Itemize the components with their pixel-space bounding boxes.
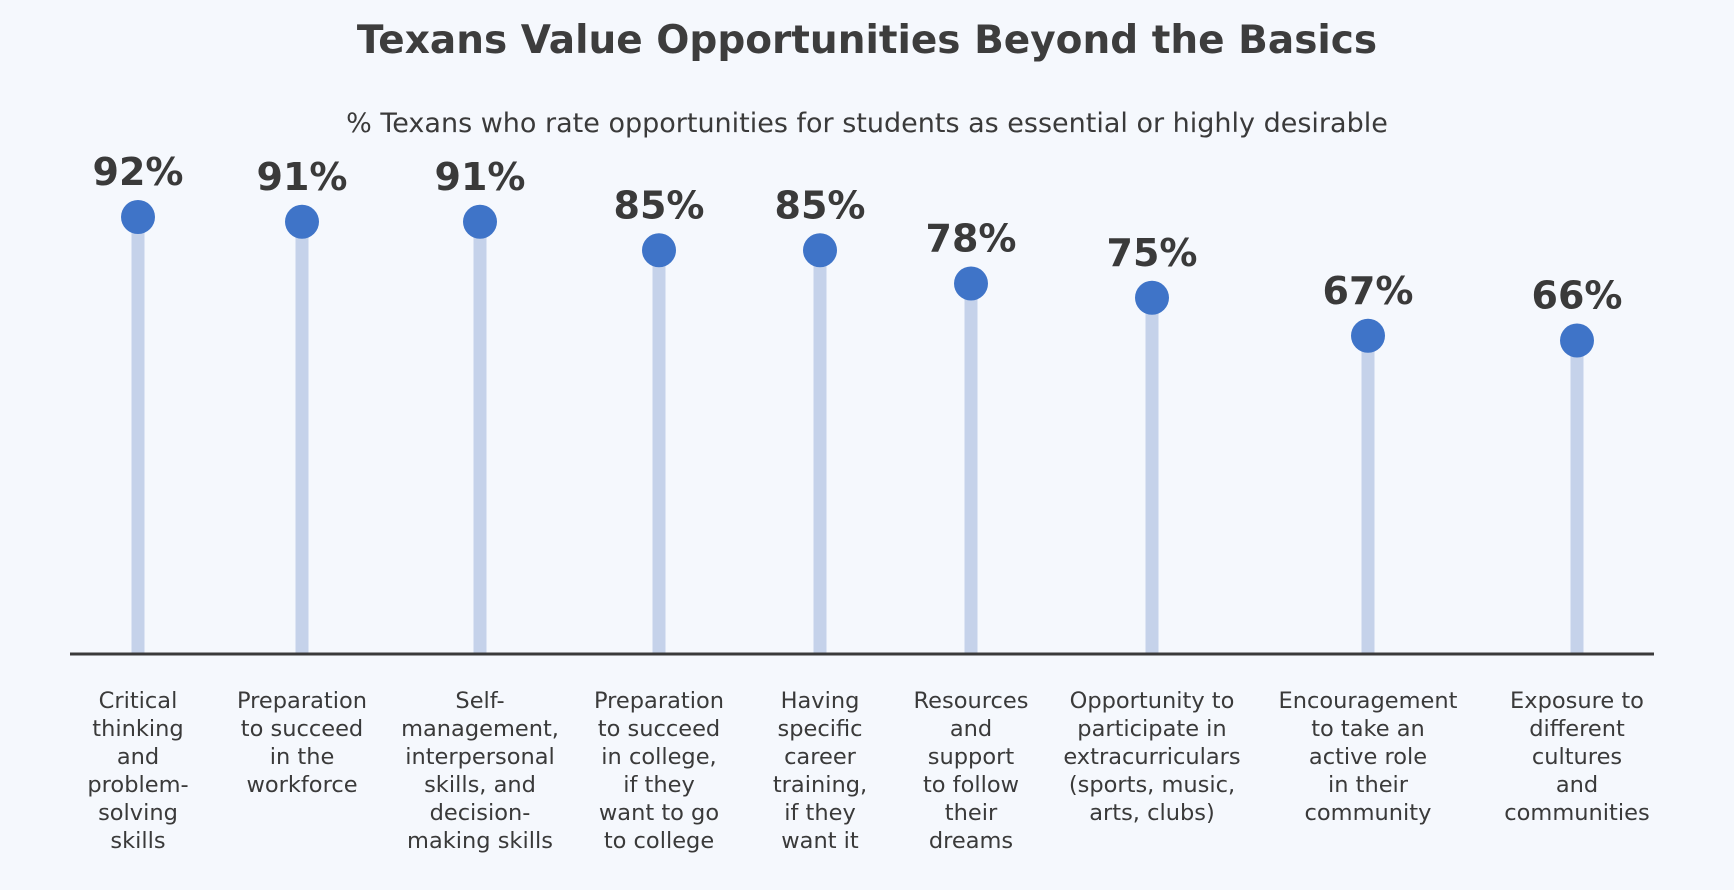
category-label-line: to succeed <box>241 716 363 742</box>
category-label: Opportunity to participate in extracurricu… <box>1063 688 1240 826</box>
lollipop-dot <box>285 204 319 239</box>
category-label-line: Resources <box>914 688 1029 714</box>
category-label-line: if they <box>784 800 856 826</box>
category-label: Preparation to succeed in the workforce <box>237 688 367 798</box>
lollipop-stem <box>131 217 145 654</box>
category-label: Self-management, interpersonal skills, and… <box>401 688 559 854</box>
category-label-line: Self- <box>455 688 504 714</box>
lollipop-stem <box>1361 335 1375 654</box>
category-label-line: making skills <box>407 828 553 854</box>
category-label-line: in college, <box>601 744 716 770</box>
category-label: Encouragement to take an active role in the… <box>1279 688 1458 826</box>
category-label-line: communities <box>1504 800 1649 826</box>
chart-title: Texans Value Opportunities Beyond the Ba… <box>356 18 1378 63</box>
chart-subtitle: % Texans who rate opportunities for stud… <box>346 108 1388 139</box>
value-label: 85% <box>614 183 705 227</box>
category-label-line: if they <box>623 772 695 798</box>
category-label-line: problem- <box>87 772 188 798</box>
value-label: 92% <box>93 150 184 194</box>
lollipop-dot <box>1135 280 1169 315</box>
category-label-line: to take an <box>1311 716 1425 742</box>
lollipop-stem <box>652 250 666 654</box>
category-label-line: want it <box>781 828 859 854</box>
lollipop-dot <box>954 266 988 301</box>
category-label-line: dreams <box>929 828 1013 854</box>
lollipop-stem <box>964 283 978 654</box>
category-label-line: Opportunity to <box>1070 688 1235 714</box>
category-label-line: extracurriculars <box>1063 744 1240 770</box>
lollipop-dot <box>1560 323 1594 358</box>
category-label-line: Preparation <box>594 688 724 714</box>
lollipop-stem <box>473 221 487 654</box>
category-labels-layer: Critical thinking and problem-solving skills… <box>87 688 1649 854</box>
category-label-line: career <box>784 744 857 770</box>
lollipop-dot <box>1351 318 1385 353</box>
category-label-line: participate in <box>1077 716 1226 742</box>
category-label: Exposure to different cultures and communiti… <box>1504 688 1649 826</box>
category-label-line: in their <box>1328 772 1409 798</box>
value-labels-layer: 92% 91% 91% 85% 85% 78% 75% 67% 66% <box>93 150 1623 318</box>
category-label: Having specific career training, if they want… <box>773 688 867 854</box>
category-label-line: and <box>1556 772 1598 798</box>
value-label: 78% <box>926 217 1017 261</box>
category-label-line: (sports, music, <box>1069 772 1235 798</box>
category-label-line: solving <box>98 800 178 826</box>
lollipop-stem <box>1145 297 1159 654</box>
category-label-line: specific <box>777 716 862 742</box>
category-label: Critical thinking and problem-solving skills <box>87 688 188 854</box>
category-label-line: Having <box>781 688 860 714</box>
value-label: 91% <box>435 155 526 199</box>
category-label-line: their <box>945 800 998 826</box>
category-label-line: different <box>1529 716 1625 742</box>
category-label-line: to follow <box>923 772 1019 798</box>
category-label-line: Encouragement <box>1279 688 1458 714</box>
lollipop-stem <box>295 221 309 654</box>
category-label-line: training, <box>773 772 867 798</box>
lollipop-stem <box>1570 340 1584 654</box>
category-label-line: Exposure to <box>1510 688 1644 714</box>
category-label-line: and <box>950 716 992 742</box>
category-label-line: want to go <box>599 800 719 826</box>
category-label-line: active role <box>1309 744 1427 770</box>
value-label: 75% <box>1107 231 1198 275</box>
lollipop-dot <box>803 233 837 268</box>
category-label-line: interpersonal <box>405 744 555 770</box>
category-label-line: arts, clubs) <box>1089 800 1215 826</box>
lollipop-stem <box>813 250 827 654</box>
category-label-line: support <box>928 744 1015 770</box>
category-label-line: management, <box>401 716 559 742</box>
category-label: Resources and support to follow their dreams <box>914 688 1029 854</box>
value-label: 91% <box>257 155 348 199</box>
category-label: Preparation to succeed in college, if they w… <box>594 688 724 854</box>
lollipop-dot <box>642 233 676 268</box>
category-label-line: Critical <box>99 688 178 714</box>
category-label-line: thinking <box>92 716 183 742</box>
lollipop-dot <box>121 200 155 234</box>
lollipop-dot <box>463 204 497 239</box>
category-label-line: to college <box>604 828 714 854</box>
category-label-line: in the <box>270 744 335 770</box>
value-label: 67% <box>1323 269 1414 313</box>
category-label-line: skills <box>110 828 165 854</box>
category-label-line: and <box>117 744 159 770</box>
category-label-line: cultures <box>1532 744 1622 770</box>
category-label-line: community <box>1305 800 1432 826</box>
value-label: 85% <box>775 183 866 227</box>
category-label-line: to succeed <box>598 716 720 742</box>
category-label-line: skills, and <box>424 772 536 798</box>
category-label-line: decision- <box>430 800 531 826</box>
dots-layer <box>121 200 1594 358</box>
category-label-line: Preparation <box>237 688 367 714</box>
value-label: 66% <box>1532 274 1623 318</box>
category-label-line: workforce <box>246 772 357 798</box>
stems-layer <box>131 217 1584 654</box>
